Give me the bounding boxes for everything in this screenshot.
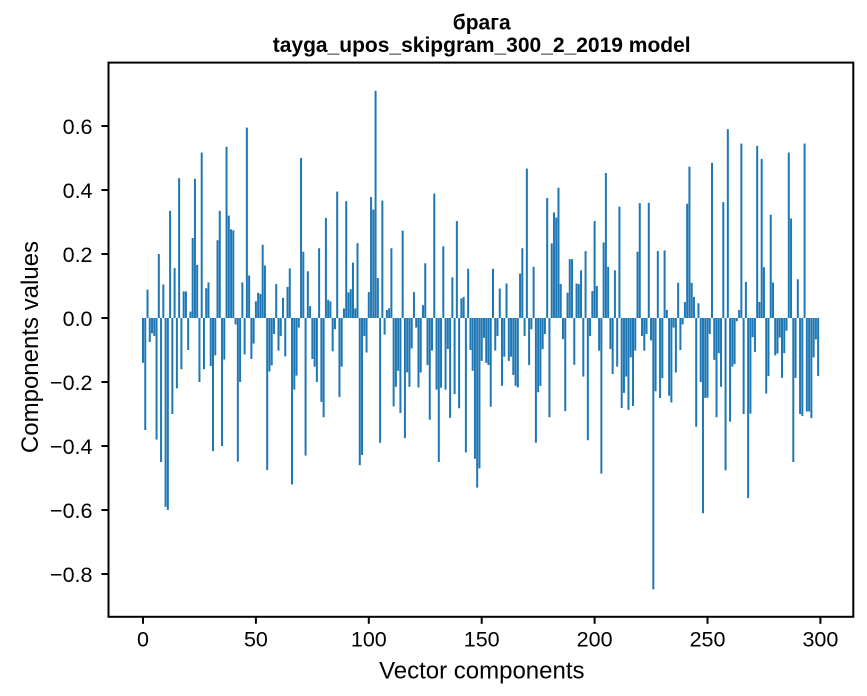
svg-text:−0.6: −0.6: [50, 499, 92, 523]
svg-text:−0.8: −0.8: [50, 563, 92, 587]
svg-text:−0.2: −0.2: [50, 371, 92, 395]
svg-text:−0.4: −0.4: [50, 435, 92, 459]
svg-text:брага: брага: [453, 12, 511, 35]
svg-text:0.4: 0.4: [63, 179, 93, 203]
svg-text:Vector components: Vector components: [379, 658, 584, 685]
svg-text:200: 200: [577, 628, 613, 652]
svg-text:150: 150: [464, 628, 500, 652]
svg-text:250: 250: [690, 628, 726, 652]
svg-text:Components values: Components values: [17, 241, 44, 453]
svg-text:0.0: 0.0: [63, 307, 93, 331]
svg-text:50: 50: [244, 628, 268, 652]
svg-text:300: 300: [802, 628, 838, 652]
svg-text:0.6: 0.6: [63, 115, 93, 139]
svg-text:0: 0: [137, 628, 149, 652]
svg-text:100: 100: [351, 628, 387, 652]
svg-text:0.2: 0.2: [63, 243, 93, 267]
svg-text:tayga_upos_skipgram_300_2_2019: tayga_upos_skipgram_300_2_2019 model: [273, 34, 691, 57]
